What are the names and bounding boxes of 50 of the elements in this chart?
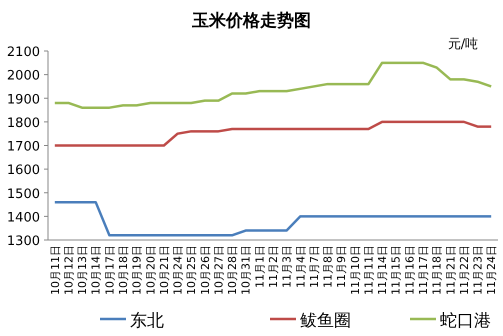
x-tick-label: 11月14日	[376, 245, 390, 295]
x-tick-label: 10月17日	[103, 245, 116, 295]
x-tick-label: 10月14日	[90, 245, 103, 295]
x-tick-label: 10月12日	[62, 245, 76, 295]
y-tick-label: 1800	[6, 116, 40, 131]
x-tick-label: 10月21日	[158, 245, 171, 295]
x-tick-label: 11月21日	[444, 245, 458, 295]
x-tick-label: 11月4日	[294, 245, 308, 288]
x-tick-label: 11月18日	[430, 245, 444, 295]
x-tick-label: 11月7日	[308, 245, 321, 288]
x-tick-label: 10月11日	[48, 245, 62, 295]
x-tick-label: 10月20日	[144, 245, 158, 295]
x-tick-label: 11月8日	[322, 245, 335, 288]
legend-label: 鲅鱼圈	[300, 311, 351, 331]
x-tick-label: 10月24日	[172, 245, 185, 295]
line-series	[54, 120, 492, 147]
x-tick-label: 11月2日	[267, 245, 280, 288]
legend-label: 蛇口港	[440, 311, 491, 331]
line-series	[54, 200, 492, 237]
x-tick-label: 11月22日	[458, 245, 471, 295]
x-tick-label: 11月11日	[362, 245, 376, 295]
x-tick-label: 11月3日	[280, 245, 294, 288]
y-tick-label: 2100	[6, 45, 40, 60]
x-tick-label: 10月18日	[117, 245, 130, 295]
x-tick-label: 10月27日	[212, 245, 226, 295]
x-tick-label: 11月23日	[472, 245, 485, 295]
y-tick-label: 1300	[6, 234, 40, 249]
x-tick-label: 11月24日	[485, 245, 498, 295]
y-tick-label: 1700	[6, 140, 40, 154]
legend-label: 东北	[130, 311, 164, 331]
y-tick-label: 1500	[6, 186, 40, 202]
x-tick-label: 11月9日	[335, 245, 348, 288]
y-tick-label: 1600	[6, 163, 40, 178]
annotation: 元/吨	[448, 37, 478, 52]
x-tick-label: 10月28日	[226, 245, 240, 295]
chart-title: 玉米价格走势图	[191, 11, 311, 31]
x-tick-label: 10月31日	[240, 245, 253, 295]
x-tick-label: 11月17日	[417, 245, 430, 295]
x-tick-label: 11月10日	[348, 245, 362, 295]
x-tick-label: 11月1日	[253, 245, 266, 288]
y-tick-label: 2000	[6, 68, 40, 84]
x-tick-label: 10月19日	[130, 245, 144, 295]
x-tick-label: 11月15日	[390, 245, 403, 295]
x-tick-label: 10月25日	[185, 245, 198, 295]
y-tick-label: 1900	[6, 92, 40, 108]
x-tick-label: 11月16日	[403, 245, 416, 295]
x-tick-label: 10月26日	[198, 245, 212, 295]
x-tick-label: 10月13日	[76, 245, 90, 295]
line-series	[54, 62, 492, 109]
y-tick-label: 1400	[6, 210, 40, 226]
